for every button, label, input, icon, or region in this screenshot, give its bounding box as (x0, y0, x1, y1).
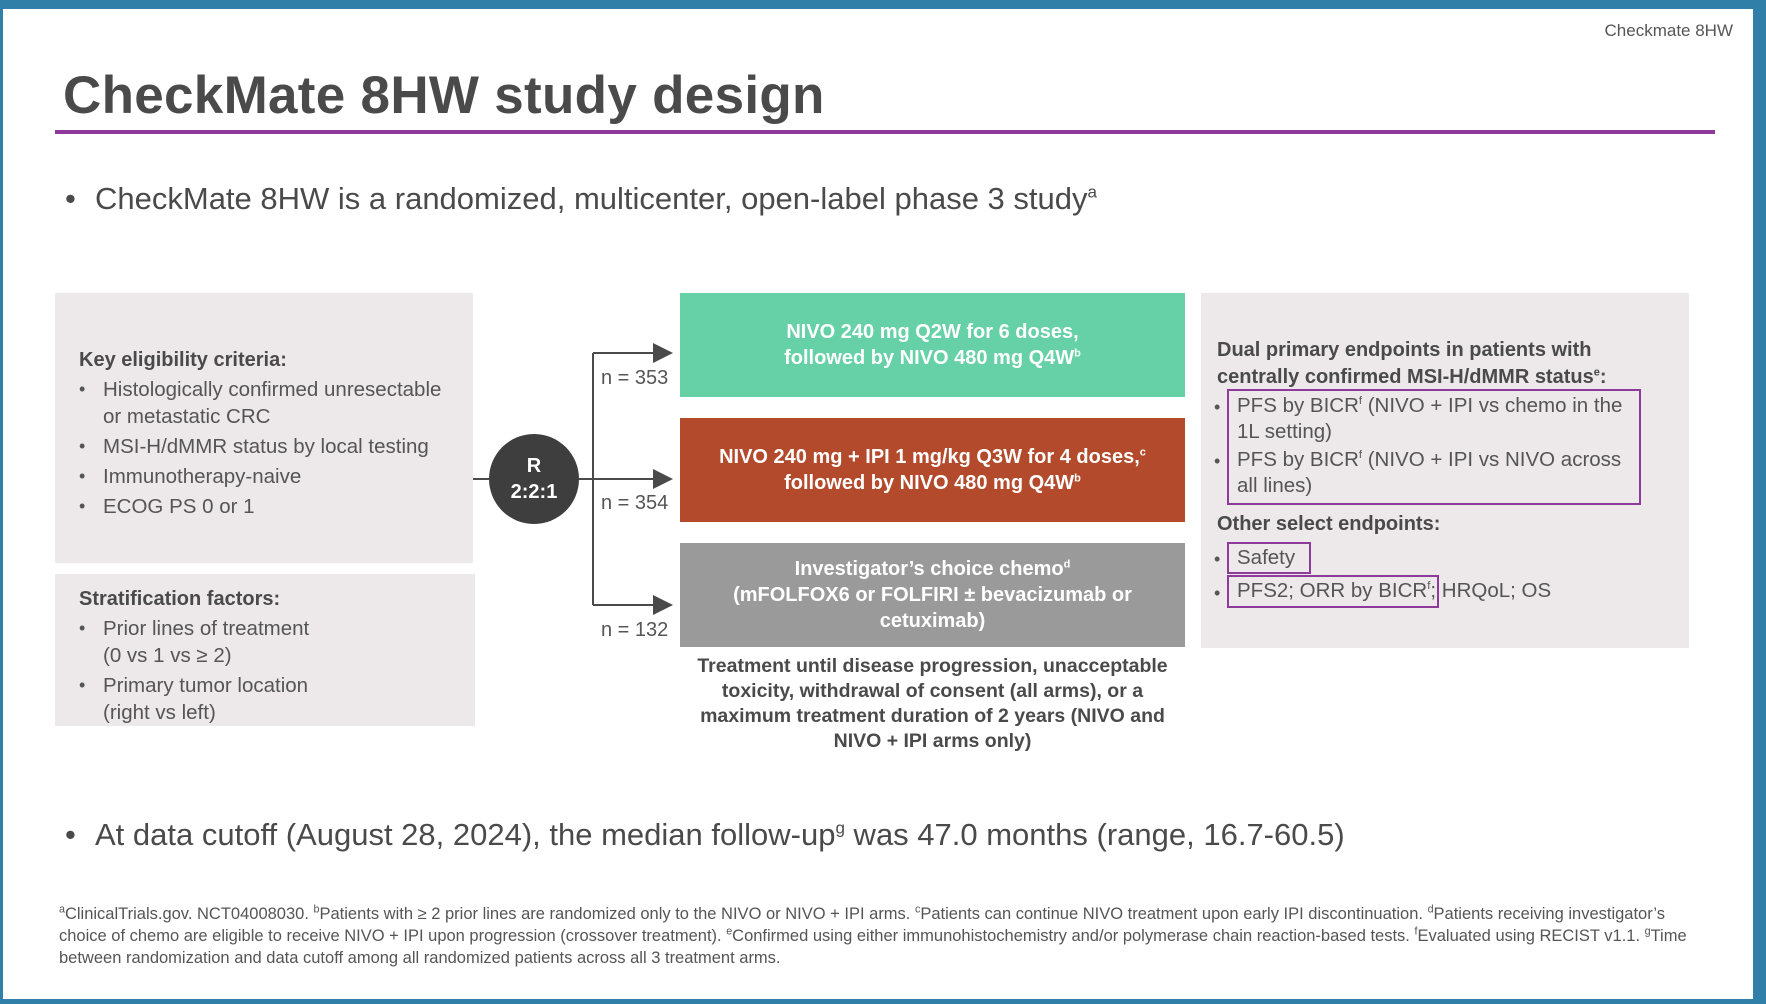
treatment-duration-note: Treatment until disease progression, una… (697, 655, 1168, 752)
arm-sup: d (1063, 558, 1071, 571)
endpoint-text: (NIVO + IPI vs chemo in the 1L setting) (1237, 394, 1623, 443)
title-divider (55, 130, 1715, 134)
arm-nivo-box: NIVO 240 mg Q2W for 6 doses, followed by… (680, 293, 1185, 397)
bullet-dot: • (1214, 549, 1221, 569)
primary-endpoint-1: PFS by BICRf (NIVO + IPI vs chemo in the… (1237, 393, 1637, 445)
stratification-panel: Stratification factors: Prior lines of t… (55, 574, 475, 726)
eligibility-heading: Key eligibility criteria: (79, 349, 287, 371)
list-item: ECOG PS 0 or 1 (79, 493, 459, 520)
slide: Checkmate 8HW CheckMate 8HW study design… (3, 9, 1753, 999)
footnote-text: Evaluated using RECIST v1.1. (1417, 927, 1645, 945)
primary-endpoints-heading: Dual primary endpoints in patients with … (1217, 339, 1607, 388)
arm-nivo-ipi-box: NIVO 240 mg + IPI 1 mg/kg Q3W for 4 dose… (680, 418, 1185, 522)
bullet-dot: • (1214, 583, 1221, 603)
primary-endpoints-highlight-box (1227, 389, 1641, 505)
endpoint-sup: f (1358, 395, 1363, 408)
other-endpoints-line: PFS2; ORR by BICRf; HRQoL; OS (1237, 578, 1551, 604)
arm-1-n-label: n = 353 (601, 367, 669, 389)
followup-text: At data cutoff (August 28, 2024), the me… (95, 817, 836, 852)
endpoint-text: ; HRQoL; OS (1430, 579, 1552, 602)
bullet-dot: • (1214, 397, 1221, 417)
footnote-sup: g (1644, 925, 1651, 938)
safety-endpoint: Safety (1237, 546, 1296, 569)
primary-endpoints-heading-text: Dual primary endpoints in patients with … (1217, 339, 1594, 388)
list-item: Primary tumor location (right vs left) (79, 672, 329, 726)
arm-line-1: NIVO 240 mg + IPI 1 mg/kg Q3W for 4 dose… (719, 446, 1140, 468)
footnote-sup: d (1427, 903, 1434, 916)
randomization-ratio: 2:2:1 (510, 481, 558, 503)
bullet-dot: • (65, 817, 76, 852)
randomization-letter: R (526, 455, 542, 477)
eligibility-panel: Key eligibility criteria: Histologically… (55, 293, 473, 563)
endpoint-sup: f (1358, 449, 1363, 462)
followup-sup: g (835, 818, 845, 838)
endpoint-text: PFS by BICR (1237, 448, 1359, 471)
arm-sup: b (1074, 347, 1081, 360)
arm-2-n-label: n = 354 (601, 492, 669, 514)
arm-line-1: NIVO 240 mg Q2W for 6 doses, (786, 321, 1079, 343)
arm-sup: b (1074, 472, 1081, 485)
endpoint-text: PFS by BICR (1237, 394, 1359, 417)
arm-line-2: followed by NIVO 480 mg Q4W (784, 347, 1075, 369)
footnote-text: Patients can continue NIVO treatment upo… (920, 905, 1428, 923)
arm-chemo-box: Investigator’s choice chemod (mFOLFOX6 o… (680, 543, 1185, 647)
footnote-sup: c (914, 903, 921, 916)
endpoint-text: (NIVO + IPI vs NIVO across all lines) (1237, 448, 1622, 497)
header-tag: Checkmate 8HW (1604, 21, 1733, 40)
list-item: MSI-H/dMMR status by local testing (79, 433, 459, 460)
footnote-text: Patients with ≥ 2 prior lines are random… (319, 905, 915, 923)
footnote-text: Patients receiving investigator’s choice… (59, 905, 1665, 945)
followup-text: was 47.0 months (range, 16.7-60.5) (844, 817, 1345, 852)
arm-line-2: (mFOLFOX6 or FOLFIRI ± bevacizumab or ce… (733, 584, 1132, 632)
flow-connectors (473, 343, 673, 615)
endpoint-text: PFS2; ORR by BICR (1237, 579, 1428, 602)
other-endpoints-heading: Other select endpoints: (1217, 513, 1441, 535)
endpoint-sup: f (1427, 580, 1431, 593)
footnote-text: Time between randomization and data cuto… (59, 927, 1687, 967)
intro-bullet-sup: a (1087, 182, 1097, 202)
arm-3-n-label: n = 132 (601, 619, 669, 641)
pfs2-orr-highlight-box (1227, 575, 1439, 608)
followup-bullet: • At data cutoff (August 28, 2024), the m… (65, 817, 1345, 853)
bullet-dot: • (65, 181, 76, 216)
list-item: Histologically confirmed unresectable or… (79, 376, 459, 430)
endpoints-panel: Dual primary endpoints in patients with … (1201, 293, 1689, 648)
list-item: Prior lines of treatment (0 vs 1 vs ≥ 2) (79, 615, 329, 669)
heading-sup: e (1593, 366, 1600, 379)
page-title: CheckMate 8HW study design (63, 66, 825, 125)
footnote-sup: b (313, 903, 320, 916)
eligibility-list: Histologically confirmed unresectable or… (79, 376, 459, 520)
footnote-sup: a (59, 903, 65, 916)
primary-endpoint-2: PFS by BICRf (NIVO + IPI vs NIVO across … (1237, 447, 1637, 499)
randomization-node: R 2:2:1 (489, 434, 579, 524)
bullet-dot: • (1214, 451, 1221, 471)
intro-bullet: • CheckMate 8HW is a randomized, multicen… (65, 181, 1097, 217)
arm-line-2: followed by NIVO 480 mg Q4W (784, 472, 1075, 494)
safety-highlight-box (1227, 542, 1311, 574)
arm-sup: c (1139, 446, 1146, 459)
intro-bullet-text: CheckMate 8HW is a randomized, multicent… (95, 181, 1088, 216)
footnote-text: ClinicalTrials.gov. NCT04008030. (64, 905, 314, 923)
footnote-sup: e (726, 925, 733, 938)
list-item: Immunotherapy-naive (79, 463, 459, 490)
stratification-list: Prior lines of treatment (0 vs 1 vs ≥ 2)… (79, 615, 329, 726)
footnote-sup: f (1414, 925, 1418, 938)
arm-line-1: Investigator’s choice chemo (794, 558, 1064, 580)
footnote-text: Confirmed using either immunohistochemis… (732, 927, 1415, 945)
footnotes: aClinicalTrials.gov. NCT04008030. bPatie… (59, 903, 1699, 969)
stratification-heading: Stratification factors: (79, 588, 281, 610)
